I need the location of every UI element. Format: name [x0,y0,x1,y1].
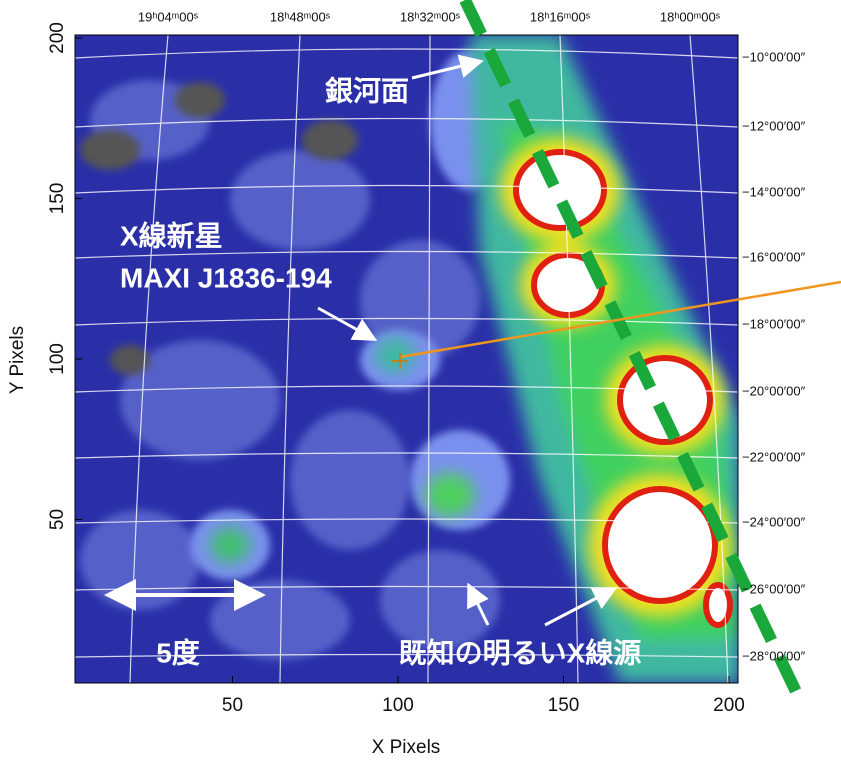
y-axis-title: Y Pixels [7,326,28,394]
dec-label: −26°00′00″ [742,581,806,596]
dec-label: −22°00′00″ [742,449,806,464]
dec-label: −10°00′00″ [742,49,806,64]
annotation: 5度 [156,637,200,668]
ra-label: 18ʰ00ᵐ00ˢ [660,9,721,24]
dec-label: −14°00′00″ [742,184,806,199]
y-tick-label: 50 [47,509,68,530]
y-tick-label: 200 [47,22,68,54]
y-tick-label: 150 [47,183,68,215]
x-tick-label: 200 [713,695,745,716]
annotation: MAXI J1836-194 [120,262,332,293]
ra-label: 18ʰ48ᵐ00ˢ [270,9,331,24]
x-tick-label: 50 [222,695,243,716]
annotation: 銀河面 [325,75,409,106]
x-axis-title: X Pixels [372,737,441,758]
x-tick-label: 100 [382,695,414,716]
dec-label: −16°00′00″ [742,249,806,264]
ra-label: 18ʰ32ᵐ00ˢ [400,9,461,24]
dec-label: −12°00′00″ [742,118,806,133]
dec-label: −20°00′00″ [742,383,806,398]
chart: 銀河面 X線新星 MAXI J1836-194 既知の明るいX線源 5度 X P… [0,0,841,761]
ra-label: 18ʰ16ᵐ00ˢ [530,9,591,24]
ra-label: 19ʰ04ᵐ00ˢ [138,9,199,24]
dec-label: −18°00′00″ [742,316,806,331]
annotation: 既知の明るいX線源 [399,636,642,668]
annotation: X線新星 [120,219,223,251]
dec-label: −28°00′00″ [742,648,806,663]
y-tick-label: 100 [47,343,68,375]
x-tick-label: 150 [548,695,580,716]
dec-label: −24°00′00″ [742,514,806,529]
